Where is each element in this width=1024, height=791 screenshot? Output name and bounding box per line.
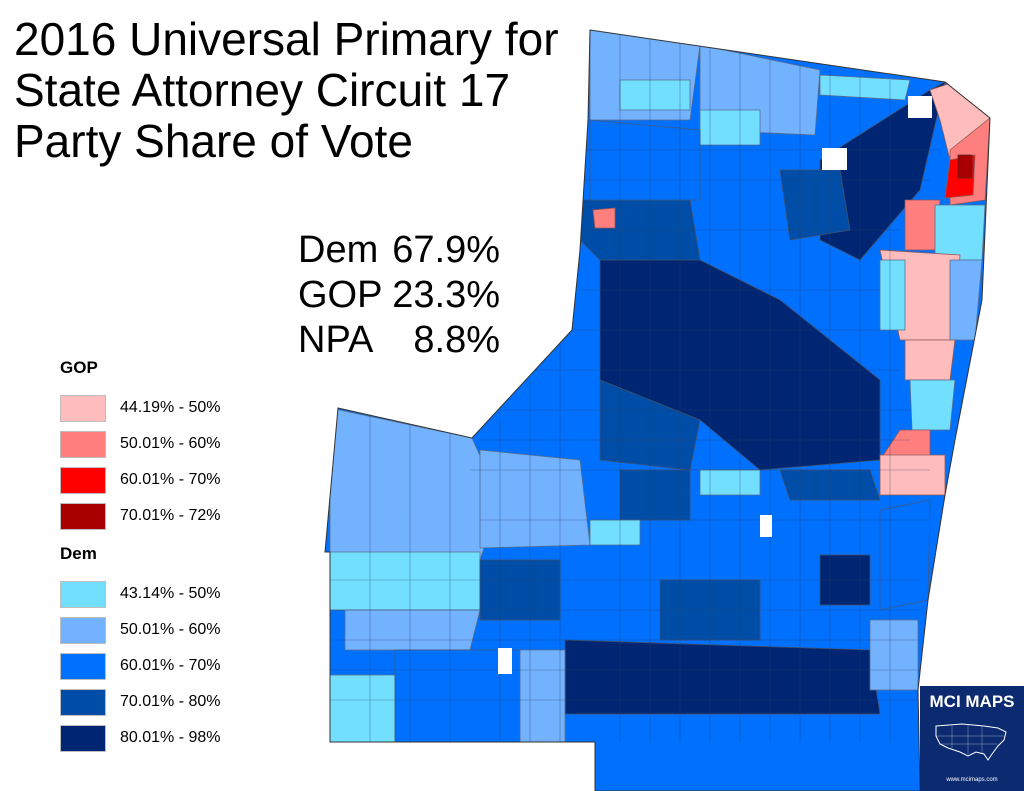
legend-label: 60.01% - 70% [120,471,221,488]
party-label: NPA [298,319,374,361]
legend-swatch [60,394,106,422]
legend-swatch [60,688,106,716]
legend-item: 70.01% - 80% [60,684,221,720]
legend-label: 50.01% - 60% [120,621,221,638]
party-label: GOP [298,274,383,316]
party-share: 23.3% [392,274,500,316]
party-share: 67.9% [392,229,500,271]
legend-item: 60.01% - 70% [60,648,221,684]
party-share: 8.8% [413,319,500,361]
legend-label: 80.01% - 98% [120,729,221,746]
map-legend: GOP 44.19% - 50% 50.01% - 60% 60.01% - 7… [60,354,221,756]
legend-label: 60.01% - 70% [120,657,221,674]
dem-share-row: Dem 67.9% [298,228,500,273]
legend-item: 44.19% - 50% [60,390,221,426]
legend-label: 50.01% - 60% [120,435,221,452]
legend-swatch [60,466,106,494]
legend-swatch [60,430,106,458]
legend-item: 80.01% - 98% [60,720,221,756]
npa-share-row: NPA 8.8% [298,318,500,363]
legend-label: 70.01% - 72% [120,507,221,524]
legend-item: 60.01% - 70% [60,462,221,498]
legend-heading-gop: GOP [60,358,98,377]
legend-label: 70.01% - 80% [120,693,221,710]
legend-item: 43.14% - 50% [60,576,221,612]
legend-swatch [60,580,106,608]
map-title: 2016 Universal Primary for State Attorne… [14,13,559,167]
legend-item: 50.01% - 60% [60,426,221,462]
legend-swatch [60,502,106,530]
legend-item: 70.01% - 72% [60,498,221,534]
usa-map-icon [935,723,1007,761]
mci-maps-logo: MCI MAPS www.mcimaps.com [920,686,1024,791]
logo-url: www.mcimaps.com [946,777,998,783]
logo-text: MCI MAPS [929,692,1015,711]
gop-share-row: GOP 23.3% [298,273,500,318]
legend-swatch [60,652,106,680]
legend-swatch [60,724,106,752]
party-label: Dem [298,229,379,271]
vote-share-summary: Dem 67.9% GOP 23.3% NPA 8.8% [298,228,500,363]
legend-heading-dem: Dem [60,544,97,563]
legend-label: 44.19% - 50% [120,399,221,416]
legend-label: 43.14% - 50% [120,585,221,602]
legend-swatch [60,616,106,644]
legend-item: 50.01% - 60% [60,612,221,648]
precinct-layer [325,30,990,791]
